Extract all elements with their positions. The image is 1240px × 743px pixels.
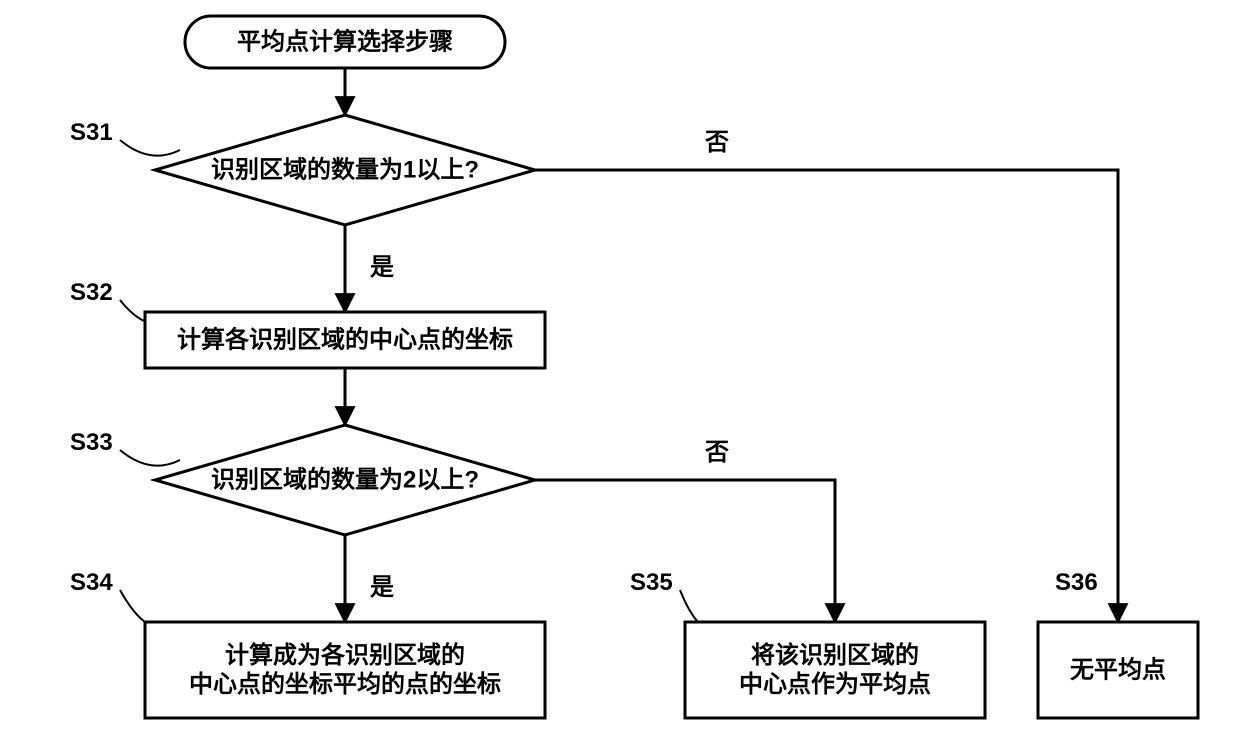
node-start-text: 平均点计算选择步骤 [237,28,453,56]
step-label-s34: S34 [70,569,113,596]
node-start: 平均点计算选择步骤 [185,16,505,68]
edge-label-d1_no: 否 [704,129,729,156]
node-d1: 识别区域的数量为1以上? [155,115,535,225]
edge-label-d2_no: 否 [704,439,729,466]
step-label-s32: S32 [70,279,113,306]
step-label-s31: S31 [70,119,113,146]
step-label-s36: S36 [1055,569,1098,596]
node-p1: 计算各识别区域的中心点的坐标 [145,312,545,368]
node-p2-text2: 中心点的坐标平均的点的坐标 [189,670,501,698]
step-label-s33: S33 [70,429,113,456]
node-p4: 无平均点 [1038,622,1198,718]
node-p3: 将该识别区域的中心点作为平均点 [685,622,985,718]
edge-label-d1_yes: 是 [370,254,394,281]
node-d2: 识别区域的数量为2以上? [155,425,535,535]
node-p2: 计算成为各识别区域的中心点的坐标平均的点的坐标 [145,622,545,718]
node-p4-text: 无平均点 [1070,656,1166,684]
node-p1-text: 计算各识别区域的中心点的坐标 [177,326,513,354]
edge-label-d2_yes: 是 [370,574,394,601]
leader-2 [120,450,180,466]
step-label-s35: S35 [630,569,673,596]
node-d1-text: 识别区域的数量为1以上? [211,156,479,184]
edge-d1-p4 [535,170,1118,622]
node-d2-text: 识别区域的数量为2以上? [211,466,479,494]
leader-0 [120,140,180,156]
node-p3-text2: 中心点作为平均点 [739,670,931,698]
node-p3-text1: 将该识别区域的 [751,641,919,669]
node-p2-text1: 计算成为各识别区域的 [225,641,465,669]
